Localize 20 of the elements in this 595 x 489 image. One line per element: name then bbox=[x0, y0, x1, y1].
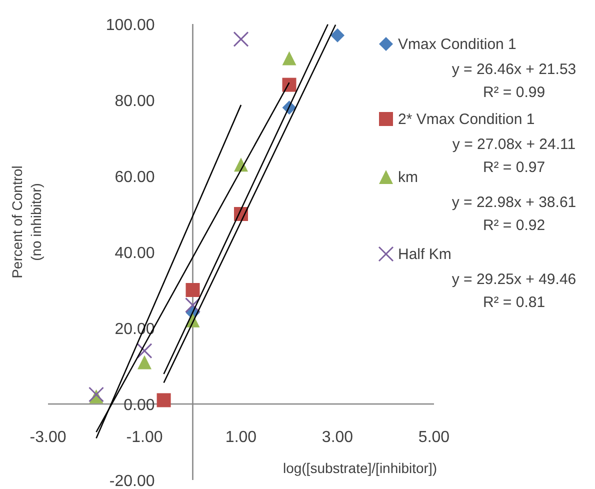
x-tick-label: 3.00 bbox=[322, 429, 354, 446]
x-tick-label: -1.00 bbox=[126, 429, 163, 446]
y-tick-label: 40.00 bbox=[114, 245, 155, 262]
y-axis-title: Percent of Control (no inhibitor) bbox=[9, 166, 44, 278]
text: y = 26.46x + 21.53 R² = 0.99 bbox=[452, 61, 576, 101]
x-tick-label: 5.00 bbox=[418, 429, 450, 446]
y-tick-label: 80.00 bbox=[114, 93, 155, 110]
x-axis-title: log([substrate]/[inhibitor]) bbox=[282, 460, 438, 476]
legend-label: 2* Vmax Condition 1 bbox=[398, 111, 535, 128]
x-tick-label: -3.00 bbox=[30, 429, 66, 446]
text: y = 29.25x + 49.46 R² = 0.81 bbox=[452, 271, 576, 311]
legend-label: Half Km bbox=[398, 246, 452, 263]
y-tick-label: 100.00 bbox=[106, 17, 155, 34]
y-tick-label: 60.00 bbox=[114, 169, 155, 186]
x-tick-label: 1.00 bbox=[225, 429, 257, 446]
text: y = 27.08x + 24.11 R² = 0.97 bbox=[452, 136, 576, 176]
y-tick-label: -20.00 bbox=[109, 473, 155, 489]
legend-label: Vmax Condition 1 bbox=[398, 36, 516, 53]
text: y = 22.98x + 38.61 R² = 0.92 bbox=[452, 194, 576, 234]
legend-label: km bbox=[398, 169, 418, 186]
